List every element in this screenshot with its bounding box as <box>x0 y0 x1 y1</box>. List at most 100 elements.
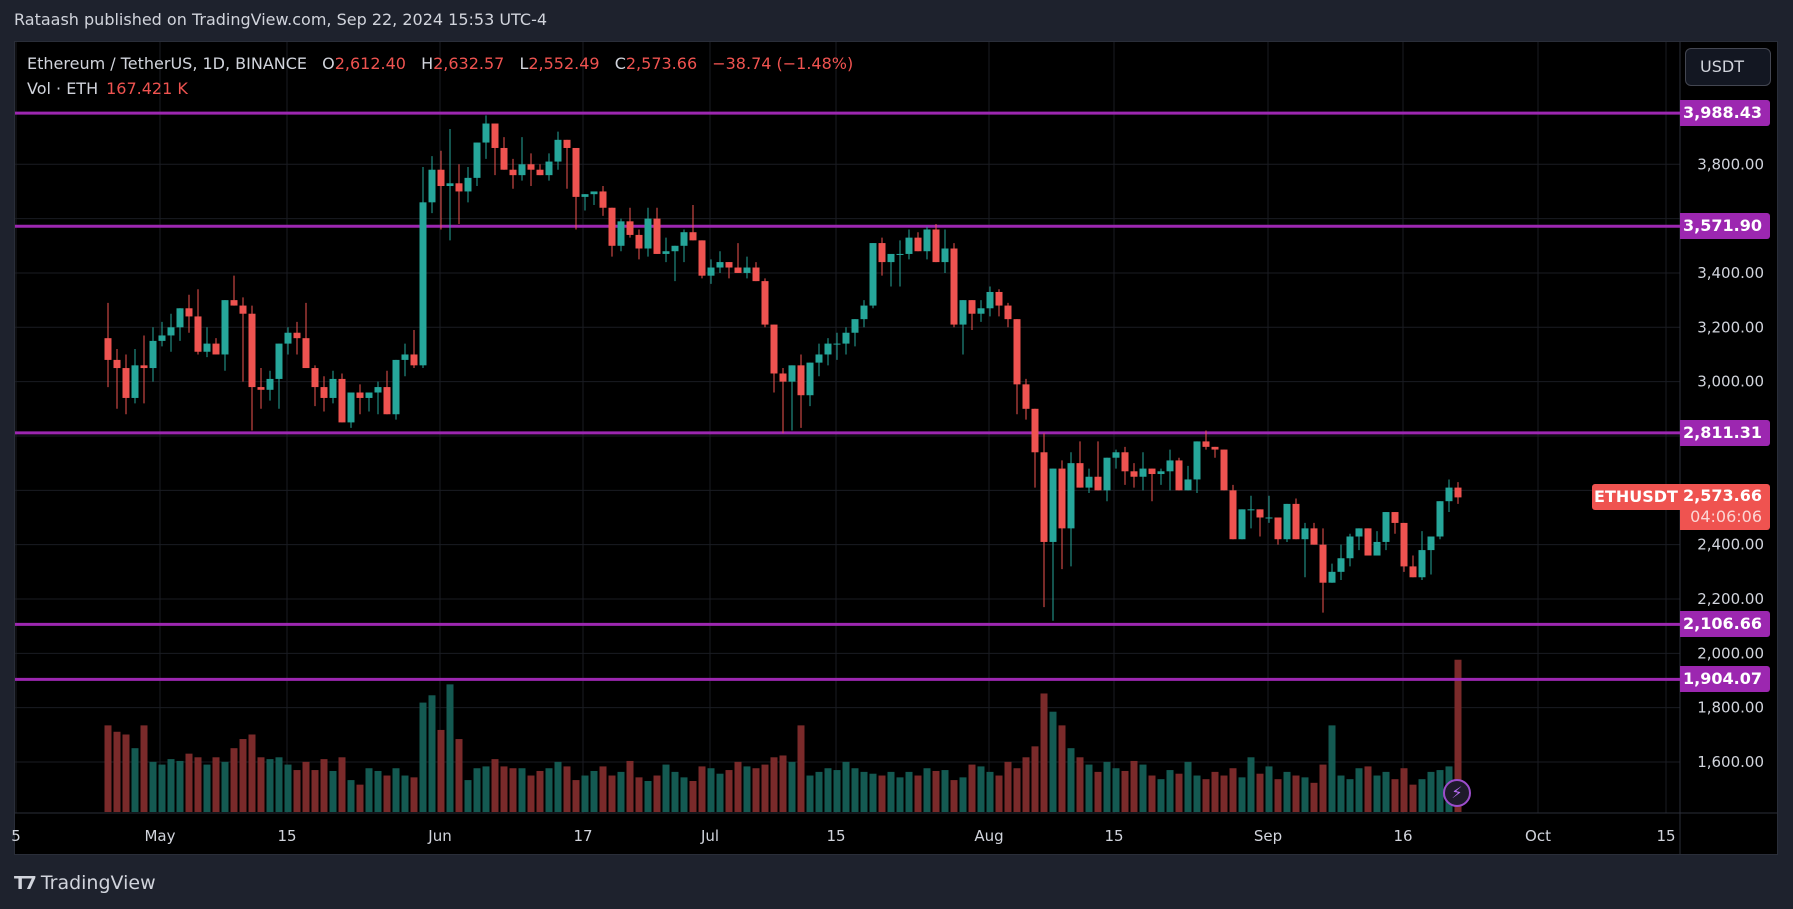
candle-body <box>995 291 1003 306</box>
volume-bar <box>608 775 616 812</box>
candle-body <box>869 243 877 306</box>
candle-body <box>626 221 634 235</box>
volume-bar <box>239 739 247 812</box>
candle-body <box>176 308 184 328</box>
volume-bar <box>1076 757 1084 812</box>
volume-bar <box>752 768 760 812</box>
candle-body <box>1013 319 1021 385</box>
candle-body <box>383 387 391 415</box>
tradingview-logo[interactable]: T7 TradingView <box>14 872 156 894</box>
volume-bar <box>194 757 202 812</box>
symbol-title[interactable]: Ethereum / TetherUS, 1D, BINANCE <box>27 54 308 73</box>
volume-bar <box>725 770 733 812</box>
volume-bar <box>896 777 904 812</box>
price-tick: 3,000.00 <box>1697 373 1764 391</box>
volume-label[interactable]: Vol · ETH <box>27 79 99 98</box>
volume-bar <box>878 775 886 812</box>
volume-bar <box>446 684 454 812</box>
candle-body <box>671 245 679 252</box>
candle-body <box>419 202 427 366</box>
volume-bar <box>842 761 850 812</box>
close-label: C <box>614 54 626 73</box>
time-tick: May <box>144 827 175 845</box>
candle-body <box>464 177 472 192</box>
candle-body <box>275 343 283 379</box>
candle-body <box>554 139 562 162</box>
volume-bar <box>302 761 310 812</box>
time-tick: 16 <box>1393 827 1412 845</box>
low-value: 2,552.49 <box>528 54 600 73</box>
time-tick: 15 <box>1656 827 1675 845</box>
candle-body <box>833 343 841 345</box>
volume-bar <box>185 753 193 812</box>
ohlc-legend: Ethereum / TetherUS, 1D, BINANCE O2,612.… <box>27 54 853 73</box>
volume-bar <box>410 777 418 812</box>
candle-body <box>1202 441 1210 447</box>
volume-bar <box>1193 775 1201 812</box>
volume-bar <box>689 781 697 812</box>
candle-body <box>815 354 823 363</box>
volume-bar <box>221 761 229 812</box>
level-price-tag: 2,811.31 <box>1680 419 1770 446</box>
candle-body <box>932 229 940 263</box>
price-tick: 1,800.00 <box>1697 699 1764 717</box>
volume-bar <box>1337 775 1345 812</box>
candle-body <box>599 191 607 208</box>
volume-bar <box>1346 779 1354 812</box>
volume-bar <box>914 775 922 812</box>
volume-bar <box>527 775 535 812</box>
candle-body <box>1103 457 1111 491</box>
lightning-icon[interactable]: ⚡ <box>1443 779 1471 807</box>
candle-body <box>527 164 535 170</box>
level-price-tag: 2,106.66 <box>1680 611 1770 638</box>
time-tick: Jun <box>427 827 451 845</box>
volume-bar <box>275 757 283 812</box>
candle-body <box>212 343 220 355</box>
candle-body <box>653 218 661 254</box>
candle-body <box>509 169 517 176</box>
volume-bar <box>554 761 562 812</box>
candle-body <box>788 365 796 382</box>
time-tick: 15 <box>277 827 296 845</box>
volume-bar <box>176 760 184 812</box>
candle-body <box>500 147 508 170</box>
candle-body <box>1328 571 1336 583</box>
candle-body <box>473 142 481 178</box>
volume-bar <box>824 768 832 812</box>
candle-body <box>239 305 247 314</box>
candle-body <box>437 169 445 187</box>
volume-bar <box>518 768 526 812</box>
volume-bar <box>392 768 400 812</box>
candle-body <box>572 147 580 197</box>
volume-bar <box>698 766 706 812</box>
candle-body <box>1157 471 1165 475</box>
change-value: −38.74 (−1.48%) <box>712 54 854 73</box>
volume-bar <box>437 729 445 812</box>
volume-bar <box>230 748 238 812</box>
candle-body <box>707 267 715 276</box>
volume-bar <box>1310 782 1318 812</box>
volume-bar <box>653 775 661 812</box>
candle-body <box>320 387 328 398</box>
currency-button[interactable]: USDT <box>1685 48 1771 86</box>
volume-bar <box>122 734 130 812</box>
volume-bar <box>1121 770 1129 812</box>
candle-body <box>1031 408 1039 453</box>
volume-bar <box>293 770 301 812</box>
candle-body <box>725 262 733 268</box>
volume-bar <box>797 725 805 812</box>
volume-bar <box>1031 746 1039 812</box>
time-tick: Oct <box>1525 827 1551 845</box>
chart-pane[interactable] <box>14 41 1778 855</box>
level-price-tag: 1,904.07 <box>1680 666 1770 693</box>
candle-body <box>518 164 526 176</box>
volume-bar <box>1094 771 1102 812</box>
candle-body <box>410 354 418 366</box>
candle-body <box>104 338 112 360</box>
candle-body <box>1076 463 1084 488</box>
candle-body <box>563 139 571 148</box>
volume-bar <box>716 773 724 812</box>
volume-bar <box>833 770 841 812</box>
candle-body <box>716 262 724 268</box>
